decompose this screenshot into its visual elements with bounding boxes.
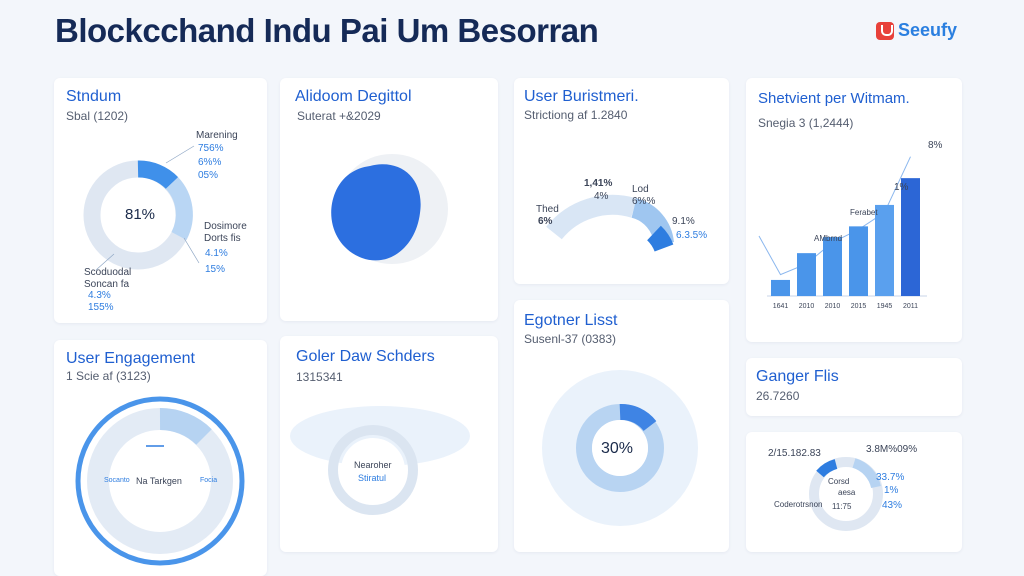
legend-value: 4.3% [88, 290, 111, 301]
legend-label: Soncan fa [84, 279, 130, 290]
legend-value: 4.1% [205, 248, 228, 259]
donut-label: 2/15.182.83 [768, 448, 821, 459]
gauge-label: 6% [538, 216, 553, 227]
card-subtitle: Suterat +&2029 [297, 109, 381, 123]
donut-segment [165, 177, 193, 240]
page-title: Blockcchand Indu Pai Um Besorran [55, 12, 599, 49]
gauge-label: 9.1% [672, 216, 695, 227]
gauge-label: 6.3.5% [676, 230, 708, 241]
x-tick-label: 2015 [851, 303, 867, 310]
legend-value: 15% [205, 264, 226, 275]
chart-annotation: Ferabet [850, 208, 878, 217]
donut-chart [83, 145, 200, 271]
ring-center-label: Na Tarkgen [136, 476, 182, 486]
donut-center-value: 30% [601, 440, 634, 457]
donut-label: 11:75 [832, 502, 852, 511]
bar [823, 237, 842, 296]
card-subtitle: Sbal (1202) [66, 109, 129, 123]
chart-subtitle: Snegia 3 (1,2444) [758, 116, 854, 130]
card-subtitle: 1315341 [296, 370, 343, 384]
ring-label: Nearoher [354, 460, 392, 470]
donut-label: Corsd [828, 477, 850, 486]
chart-annotation: 8% [928, 140, 943, 151]
donut-label: 43% [882, 500, 903, 511]
chart-annotation: AMbrnd [814, 234, 843, 243]
gauge-label: Thed [536, 204, 559, 215]
bar-chart: 1641 2010 2010 2015 1945 2011 [758, 156, 927, 310]
ring-label: Stiratul [358, 473, 387, 483]
chart-annotation: 1% [894, 182, 909, 193]
ring-label: Socanto [104, 477, 130, 484]
donut-segment [137, 160, 179, 190]
legend-label: Marening [196, 130, 238, 141]
card-alidoom: Alidoom Degittol Suterat +&2029 [280, 78, 498, 321]
card-user-engagement: User Engagement 1 Scie af (3123) Na Tark… [54, 340, 267, 576]
card-title: User Buristmeri. [524, 88, 639, 105]
ring-chart [290, 406, 470, 515]
card-ganger: Ganger Flis 26.7260 [746, 358, 962, 416]
bar [771, 279, 790, 296]
card-subtitle: 1 Scie af (3123) [66, 369, 151, 383]
legend-label: Scoduodal [84, 267, 132, 278]
blob-shape [331, 164, 421, 261]
donut-center-value: 81% [125, 206, 156, 223]
card-user-buristmeri: User Buristmeri. Strictiong af 1.2840 1,… [514, 78, 729, 284]
card-title: Goler Daw Schders [296, 348, 435, 365]
shield-icon [876, 21, 894, 40]
card-subtitle: Strictiong af 1.2840 [524, 108, 628, 122]
donut-label: 3.8M%09% [866, 444, 918, 455]
donut-chart [542, 370, 698, 526]
donut-chart [809, 457, 883, 531]
card-egotner: Egotner Lisst Susenl-37 (0383) 30% [514, 300, 729, 552]
card-title: User Engagement [66, 350, 195, 367]
gauge-label: 6%% [632, 196, 656, 207]
bar [797, 253, 816, 296]
bar [849, 226, 868, 296]
donut-label: Coderotrsnon [774, 500, 823, 509]
chart-title: Shetvient per Witmam. [758, 90, 910, 107]
x-tick-label: 2010 [799, 303, 815, 310]
gauge-label: 1,41% [584, 178, 613, 189]
donut-label: 33.7% [876, 472, 905, 483]
x-tick-label: 2010 [825, 303, 841, 310]
x-tick-label: 2011 [903, 303, 918, 310]
brand-name: Seeufy [898, 20, 958, 40]
card-title: Ganger Flis [756, 368, 839, 385]
card-stndum: Stndum Sbal (1202) 81% Marening 756% 6%%… [54, 78, 267, 323]
legend-label: Dosimore [204, 221, 247, 232]
blob-chart [331, 154, 448, 264]
legend-label: Dorts fis [204, 233, 241, 244]
bar [875, 204, 894, 296]
legend-value: 756% [198, 143, 224, 154]
card-title: Alidoom Degittol [295, 88, 412, 105]
x-tick-label: 1945 [877, 303, 893, 310]
card-bottom-right: 2/15.182.83 3.8M%09% 33.7% 1% 43% Corsd … [746, 432, 962, 552]
donut-label: aesa [838, 488, 856, 497]
card-title: Egotner Lisst [524, 312, 618, 329]
brand-logo[interactable]: Seeufy [876, 20, 957, 41]
legend-value: 155% [88, 302, 114, 313]
donut-label: 1% [884, 485, 899, 496]
legend-value: 6%% [198, 157, 222, 168]
gauge-label: Lod [632, 184, 649, 195]
ring-chart [75, 396, 245, 566]
gauge-chart [546, 194, 674, 253]
bar [901, 178, 920, 296]
legend-value: 05% [198, 170, 219, 181]
gauge-label: 4% [594, 191, 609, 202]
card-value: 26.7260 [756, 389, 800, 403]
card-title: Stndum [66, 88, 122, 105]
card-subtitle: Susenl-37 (0383) [524, 332, 617, 346]
card-goler: Goler Daw Schders 1315341 Nearoher Stira… [280, 336, 498, 552]
x-tick-label: 1641 [773, 303, 789, 310]
ring-label: Focia [200, 477, 218, 484]
card-shetvient: Shetvient per Witmam. Snegia 3 (1,2444) … [746, 78, 962, 342]
